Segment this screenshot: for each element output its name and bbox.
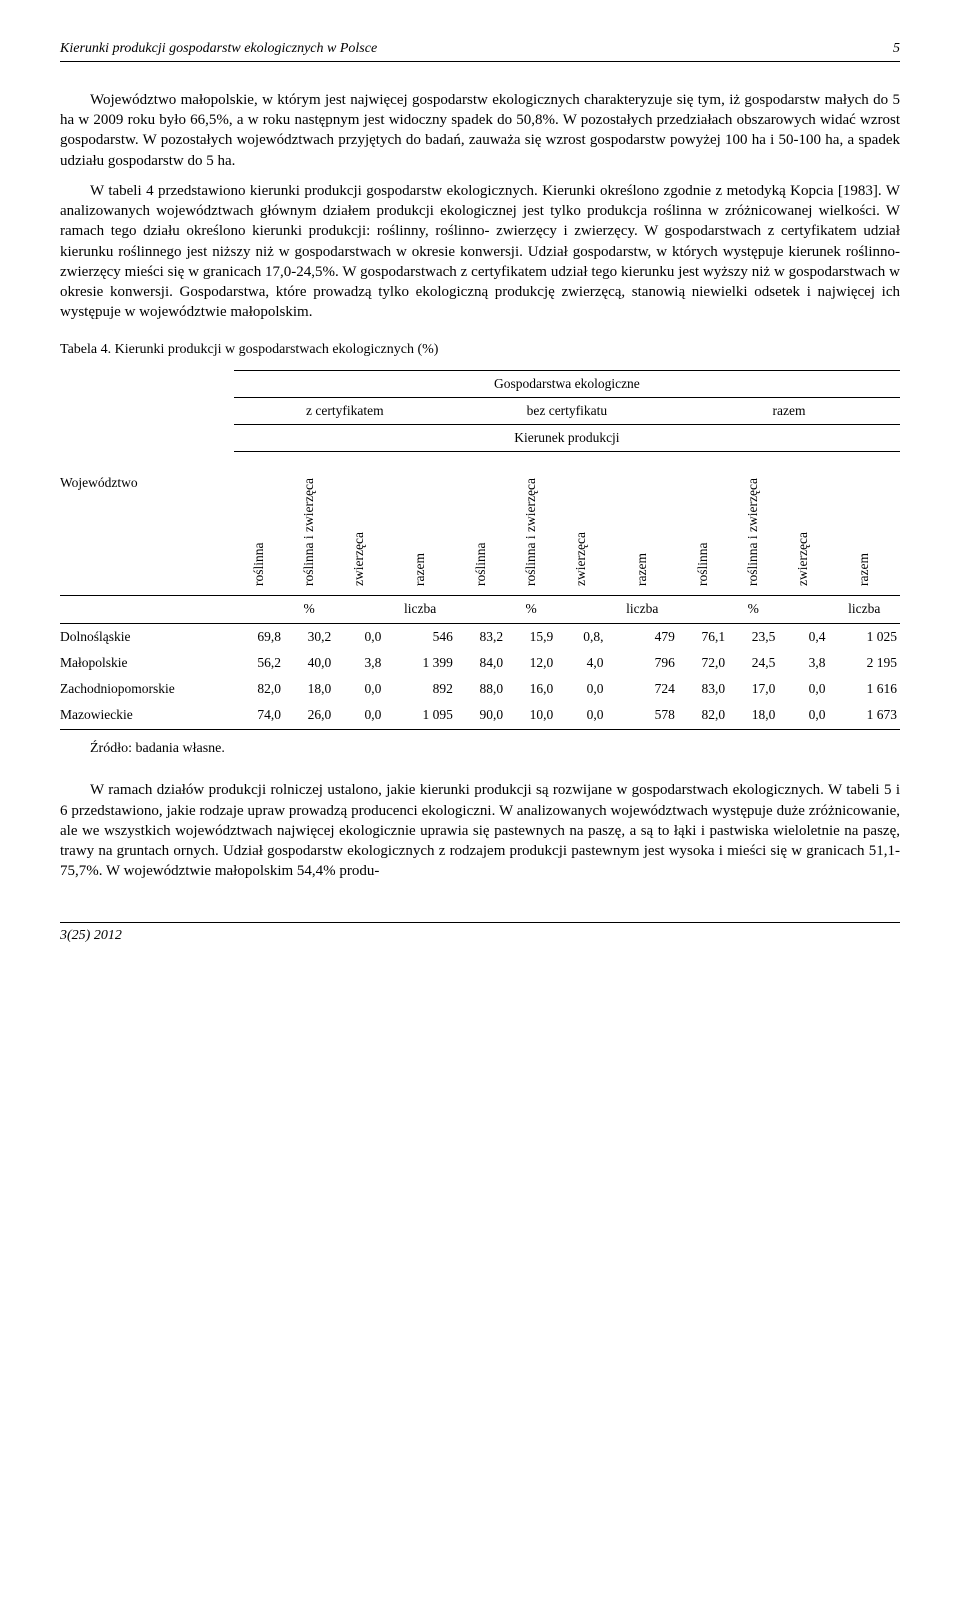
paragraph-1: Województwo małopolskie, w którym jest n… bbox=[60, 90, 900, 171]
unit-count-2: liczba bbox=[606, 596, 677, 623]
sub-header: Kierunek produkcji bbox=[234, 424, 900, 451]
running-header: Kierunki produkcji gospodarstw ekologicz… bbox=[60, 40, 900, 62]
col-h-1: roślinna i zwierzęca bbox=[284, 452, 334, 596]
unit-pct-1: % bbox=[234, 596, 385, 623]
col-h-3: razem bbox=[384, 452, 455, 596]
col-h-4: roślinna bbox=[456, 452, 506, 596]
unit-pct-2: % bbox=[456, 596, 607, 623]
row-header-label-text: Województwo bbox=[60, 475, 138, 490]
col-h-2: zwierzęca bbox=[334, 452, 384, 596]
table4: Województwo Gospodarstwa ekologiczne z c… bbox=[60, 370, 900, 730]
super-header: Gospodarstwa ekologiczne bbox=[234, 370, 900, 397]
table-row: Zachodniopomorskie 82,0 18,0 0,0 892 88,… bbox=[60, 676, 900, 702]
unit-count-3: liczba bbox=[829, 596, 900, 623]
row-label: Małopolskie bbox=[60, 650, 234, 676]
group-nocert: bez certyfikatu bbox=[456, 397, 678, 424]
table4-caption: Tabela 4. Kierunki produkcji w gospodars… bbox=[60, 341, 900, 360]
group-cert: z certyfikatem bbox=[234, 397, 456, 424]
issue-label: 3(25) 2012 bbox=[60, 928, 122, 943]
unit-pct-3: % bbox=[678, 596, 829, 623]
page-footer: 3(25) 2012 bbox=[60, 922, 900, 946]
table-row: Małopolskie 56,2 40,0 3,8 1 399 84,0 12,… bbox=[60, 650, 900, 676]
page-number: 5 bbox=[893, 40, 900, 59]
table4-body: Dolnośląskie 69,8 30,2 0,0 546 83,2 15,9… bbox=[60, 623, 900, 729]
col-h-0: roślinna bbox=[234, 452, 284, 596]
table4-source: Źródło: badania własne. bbox=[90, 740, 900, 759]
paragraph-3: W ramach działów produkcji rolniczej ust… bbox=[60, 780, 900, 881]
running-title: Kierunki produkcji gospodarstw ekologicz… bbox=[60, 40, 377, 59]
paragraph-2-text: W tabeli 4 przedstawiono kierunki produk… bbox=[60, 183, 900, 321]
row-label: Mazowieckie bbox=[60, 702, 234, 729]
row-label: Dolnośląskie bbox=[60, 623, 234, 650]
paragraph-3-text: W ramach działów produkcji rolniczej ust… bbox=[60, 782, 900, 879]
col-h-6: zwierzęca bbox=[556, 452, 606, 596]
unit-count-1: liczba bbox=[384, 596, 455, 623]
col-h-11: razem bbox=[829, 452, 900, 596]
row-label: Zachodniopomorskie bbox=[60, 676, 234, 702]
paragraph-2: W tabeli 4 przedstawiono kierunki produk… bbox=[60, 181, 900, 323]
table-row: Dolnośląskie 69,8 30,2 0,0 546 83,2 15,9… bbox=[60, 623, 900, 650]
paragraph-1-text: Województwo małopolskie, w którym jest n… bbox=[60, 92, 900, 169]
row-header-label: Województwo bbox=[60, 370, 234, 596]
group-total: razem bbox=[678, 397, 900, 424]
col-h-9: roślinna i zwierzęca bbox=[728, 452, 778, 596]
table-row: Mazowieckie 74,0 26,0 0,0 1 095 90,0 10,… bbox=[60, 702, 900, 729]
col-h-7: razem bbox=[606, 452, 677, 596]
col-h-10: zwierzęca bbox=[778, 452, 828, 596]
col-h-8: roślinna bbox=[678, 452, 728, 596]
col-h-5: roślinna i zwierzęca bbox=[506, 452, 556, 596]
